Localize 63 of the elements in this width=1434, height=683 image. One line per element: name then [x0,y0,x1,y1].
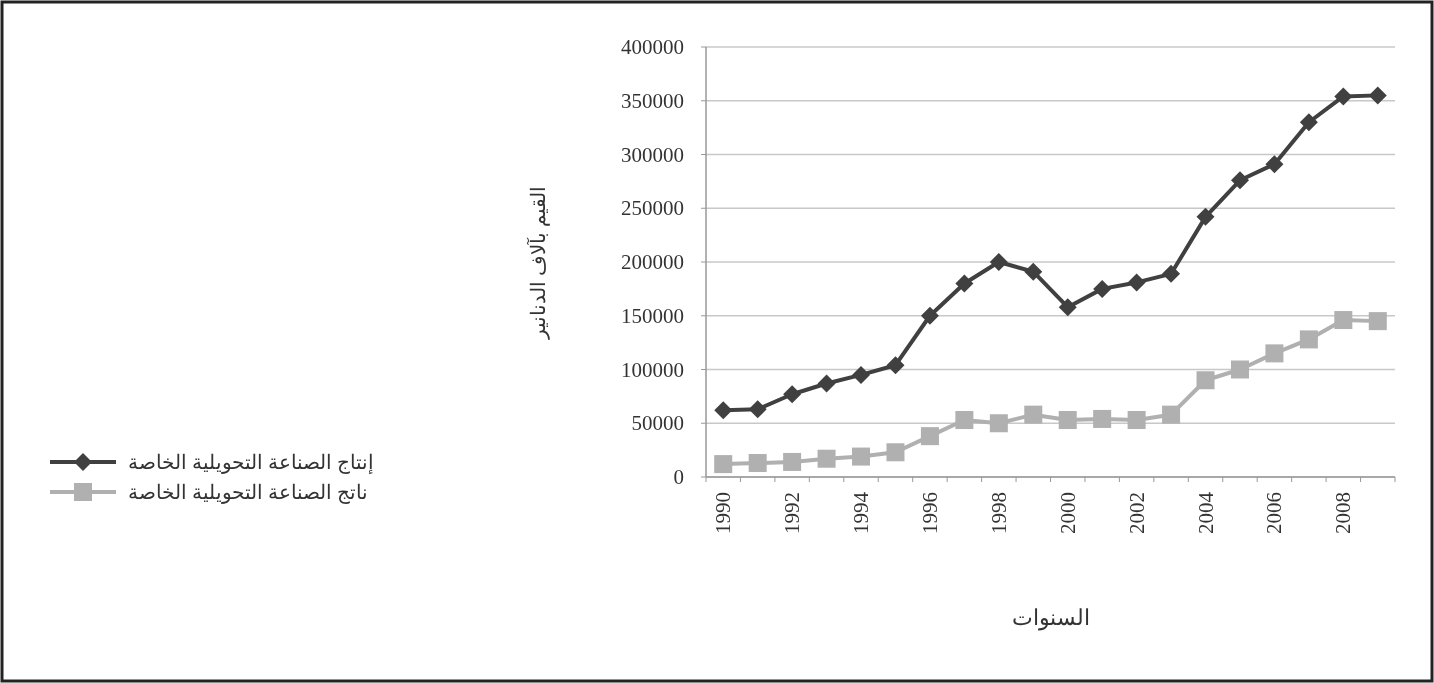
point [1024,262,1043,281]
y-tick-label: 0 [673,465,684,489]
x-axis-title: السنوات [1011,605,1090,631]
y-tick-label: 150000 [621,303,684,328]
point [1265,344,1284,363]
x-tick-label: 2000 [1055,492,1080,534]
point [817,374,836,393]
y-tick-label: 50000 [631,411,684,436]
point [1196,207,1215,226]
point [852,447,871,466]
point [1299,113,1318,132]
point [1093,279,1112,298]
x-tick-label: 1990 [711,492,736,534]
point [1368,312,1387,331]
point [852,365,871,384]
point [748,454,767,473]
x-tick-label: 1996 [917,492,942,534]
point [1093,409,1112,428]
point [783,452,802,471]
x-tick-label: 1992 [780,492,805,534]
point [1299,330,1318,349]
point [1024,405,1043,424]
x-tick-label: 2008 [1331,492,1356,534]
point [886,443,905,462]
point [817,449,836,468]
point [920,427,939,446]
point [1127,273,1146,292]
point [955,411,974,430]
y-tick-label: 200000 [621,250,684,274]
point [1368,86,1387,105]
point [1334,87,1353,106]
point [714,401,733,420]
point [955,274,974,293]
x-tick-label: 1994 [849,491,874,534]
x-tick-label: 1998 [986,492,1011,534]
x-tick-label: 2006 [1262,492,1287,534]
point [1230,360,1249,379]
point [1162,405,1181,424]
point [1265,155,1284,174]
point [748,400,767,419]
point [1127,411,1146,430]
y-axis-title: القيم بآلاف الدنانير [526,185,550,340]
point [1230,171,1249,190]
point [1162,264,1181,283]
x-tick-label: 2004 [1193,491,1218,534]
point [1196,371,1215,390]
legend-label: ناتج الصناعة التحويلية الخاصة [128,481,368,504]
y-tick-label: 100000 [621,357,684,382]
point [783,385,802,404]
point [886,356,905,375]
y-tick-label: 250000 [621,196,684,221]
y-tick-label: 300000 [621,142,684,167]
y-tick-label: 400000 [621,35,684,59]
point [920,306,939,325]
y-tick-label: 350000 [621,88,684,113]
point [989,253,1008,271]
point [1058,298,1077,317]
point [1334,311,1353,330]
x-tick-label: 2002 [1124,492,1149,534]
legend-label: إنتاج الصناعة التحويلية الخاصة [128,451,374,475]
point [989,414,1008,433]
point [714,455,733,474]
point [1058,411,1077,430]
